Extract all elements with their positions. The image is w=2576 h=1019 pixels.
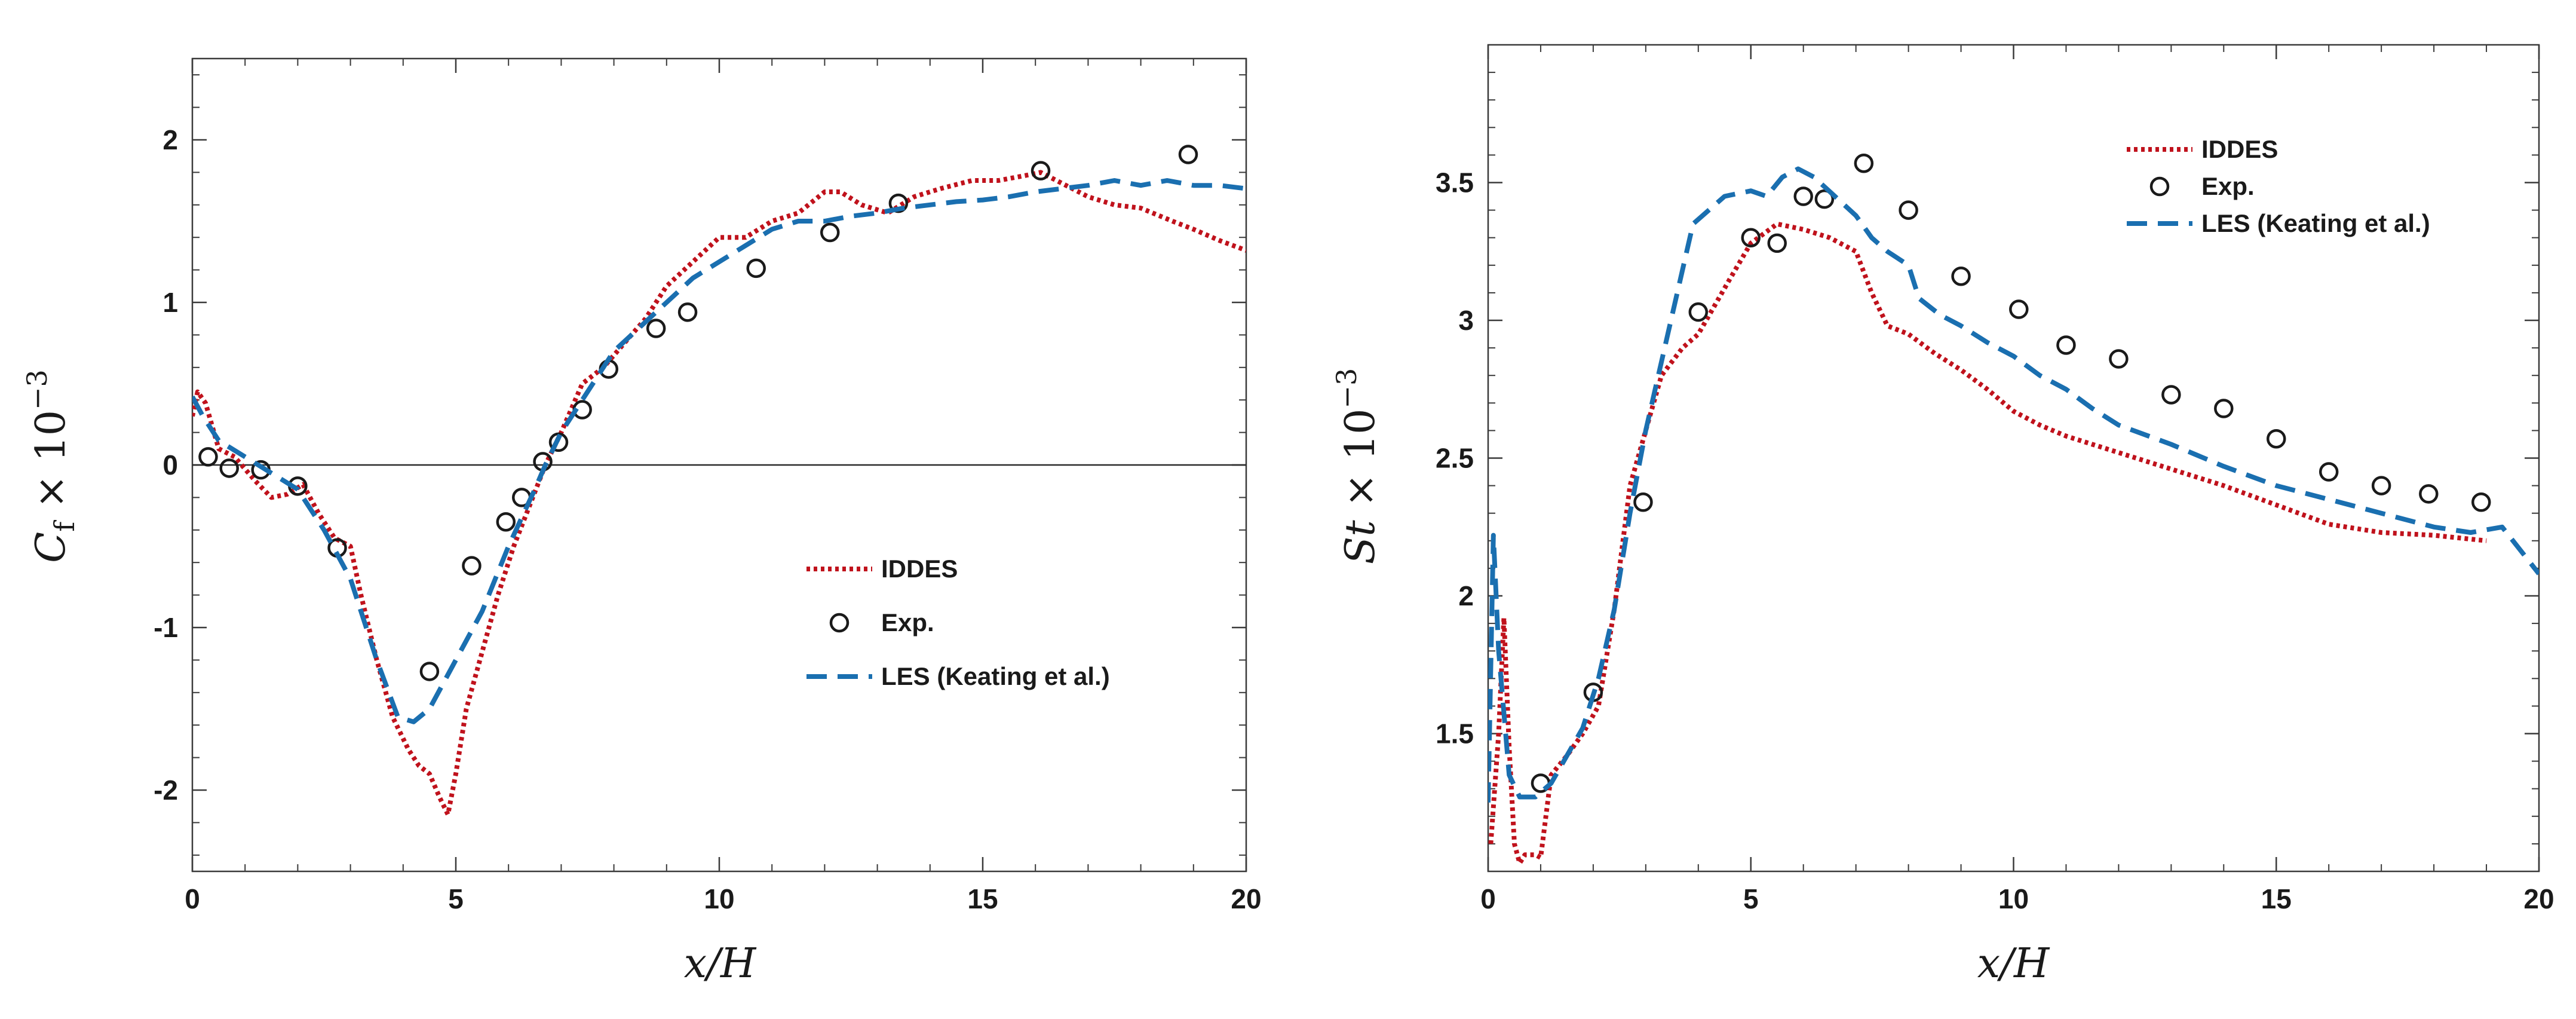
st-legend-label-les-keating-et-al: LES (Keating et al.) [2201, 209, 2430, 237]
cf-exp-marker [646, 319, 666, 338]
st-y-axis-times: × [1337, 460, 1384, 520]
cf-y-tick-label: -1 [154, 612, 178, 643]
cf-exp-marker [1031, 161, 1051, 180]
st-y-tick-label: 3.5 [1436, 167, 1474, 198]
st-y-tick-label: 3 [1458, 305, 1474, 336]
st-y-tick-label: 1.5 [1436, 718, 1474, 749]
cf-y-tick-label: 1 [162, 287, 178, 318]
cf-y-tick-label: -2 [154, 775, 178, 806]
cf-legend-label-exp: Exp. [881, 608, 934, 637]
cf-y-axis-subscript: f [48, 520, 81, 532]
st-exp-marker [2009, 299, 2029, 319]
cf-exp-marker [746, 258, 766, 279]
st-exp-marker [1741, 228, 1761, 247]
cf-exp-marker [677, 302, 698, 322]
st-y-axis-base: 10 [1337, 409, 1384, 461]
cf-iddes-line [192, 170, 1246, 817]
cf-x-tick-label: 10 [704, 883, 734, 914]
cf-chart-panel: 0 5 10 15 20 -2 -1 0 1 2 IDDES Exp. LES (Keating et … [21, 57, 1262, 987]
cf-exp-marker [820, 222, 840, 243]
cf-x-tick-label: 15 [967, 883, 998, 914]
st-chart-panel: 0 5 10 15 20 1.5 2 2.5 3 3.5 IDDES Exp. LES (Keating… [1330, 44, 2554, 987]
st-exp-marker [2319, 462, 2339, 482]
st-y-tick-label: 2 [1458, 580, 1474, 611]
st-exp-marker [2471, 492, 2491, 512]
cf-y-axis-symbol: C [27, 532, 75, 563]
st-exp-marker [2214, 399, 2234, 418]
cf-x-tick-label: 5 [448, 883, 464, 914]
st-exp-marker [1688, 302, 1709, 322]
st-exp-marker [2056, 335, 2076, 355]
cf-exp-marker [462, 556, 482, 576]
st-exp-marker [1899, 200, 1918, 220]
st-y-axis-exponent: −3 [1330, 368, 1363, 409]
st-les-keating-et-al-line [1488, 166, 2539, 803]
st-x-tick-label: 10 [1998, 883, 2029, 914]
st-exp-marker [1951, 266, 1971, 286]
st-exp-marker [1854, 153, 1874, 173]
cf-exp-marker [198, 447, 218, 467]
st-exp-marker [2267, 429, 2286, 449]
cf-x-tick-label: 0 [185, 883, 200, 914]
st-exp-marker [2371, 476, 2391, 495]
cf-x-tick-label: 20 [1231, 883, 1261, 914]
cf-legend: IDDES Exp. LES (Keating et al.) [806, 555, 1110, 690]
cf-y-tick-label: 0 [162, 449, 178, 481]
st-legend-label-iddes: IDDES [2201, 135, 2278, 163]
cf-legend-label-iddes: IDDES [881, 555, 958, 583]
st-exp-marker [2109, 349, 2129, 369]
st-x-tick-label: 0 [1480, 883, 1496, 914]
st-x-axis-label: x/H [1977, 940, 2050, 987]
st-y-axis-symbol: St [1337, 520, 1384, 565]
cf-les-keating-et-al-line [192, 178, 1246, 724]
cf-legend-label-les-keating-et-al: LES (Keating et al.) [881, 662, 1110, 690]
st-x-tick-label: 20 [2523, 883, 2554, 914]
cf-exp-marker [419, 662, 440, 681]
cf-exp-marker [888, 193, 909, 213]
st-x-tick-label: 5 [1743, 883, 1759, 914]
cf-exp-marker [1178, 145, 1198, 164]
st-y-axis-label: St × 10−3 [1330, 368, 1384, 564]
st-plot-frame [1487, 44, 2540, 873]
st-legend-label-exp: Exp. [2201, 172, 2255, 200]
cf-y-axis-label: Cf × 10−3 [21, 369, 81, 563]
st-x-tick-label: 15 [2261, 883, 2292, 914]
st-exp-marker [1767, 233, 1787, 253]
st-iddes-line [1488, 221, 2487, 866]
st-exp-marker [1633, 492, 1653, 512]
cf-y-axis-base: 10 [27, 410, 75, 462]
st-exp-marker [2161, 385, 2181, 405]
cf-exp-marker [219, 458, 239, 478]
st-legend: IDDES Exp. LES (Keating et al.) [2127, 135, 2430, 237]
cf-legend-swatch-exp [829, 613, 850, 633]
st-legend-swatch-exp [2149, 176, 2170, 197]
cf-exp-marker [548, 432, 569, 452]
st-exp-marker [1814, 189, 1835, 209]
st-exp-marker [1793, 186, 1813, 206]
cf-x-axis-label: x/H [684, 940, 757, 987]
cf-y-tick-label: 2 [162, 124, 178, 155]
st-y-tick-label: 2.5 [1436, 443, 1474, 474]
cf-y-axis-times: × [27, 462, 75, 522]
st-exp-marker [2419, 484, 2439, 504]
cf-y-axis-exponent: −3 [21, 369, 53, 410]
cf-exp-marker [496, 512, 516, 532]
